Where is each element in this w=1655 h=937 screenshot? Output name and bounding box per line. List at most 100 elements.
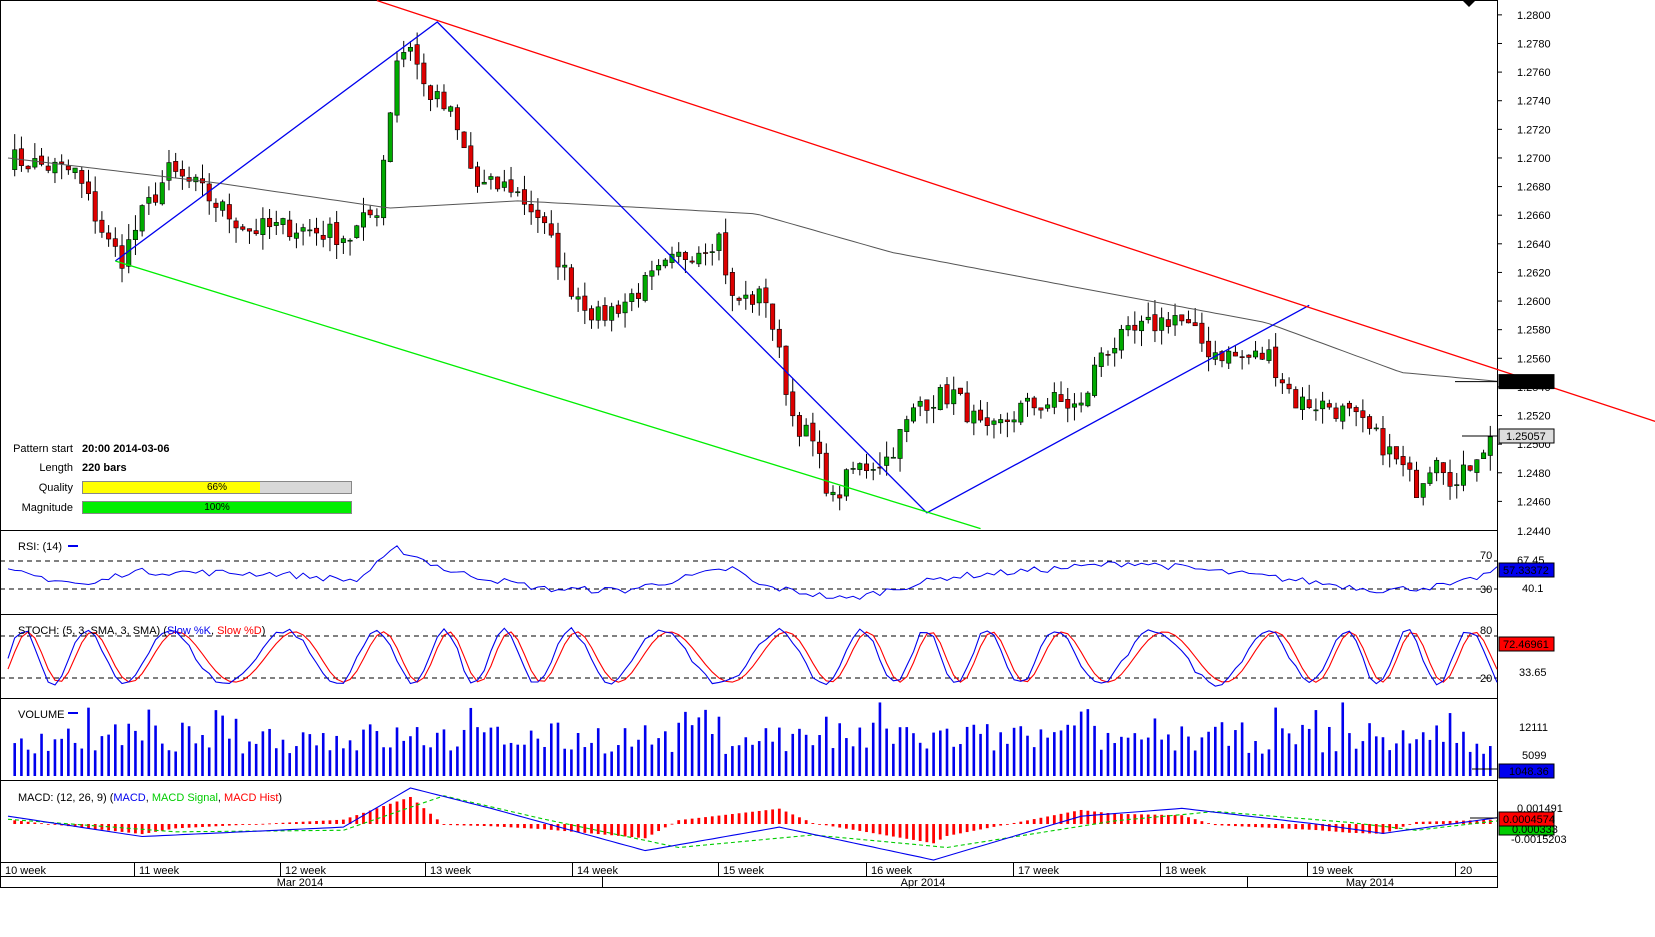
- candle: [273, 210, 279, 236]
- candle-body: [387, 112, 393, 162]
- candle: [562, 252, 568, 281]
- volume-bar: [402, 740, 406, 776]
- macd-hist-bar: [811, 823, 815, 824]
- volume-bar: [362, 729, 365, 776]
- candle-body: [904, 419, 910, 432]
- macd-hist-bar: [1274, 824, 1278, 829]
- volume-bar: [1435, 725, 1438, 776]
- macd-hist-bar: [476, 824, 479, 826]
- stoch-title: STOCH: (5, 3, SMA, 3, SMA) (Slow %K, Slo…: [18, 625, 265, 637]
- candle-body: [414, 44, 420, 65]
- candle: [1333, 402, 1339, 422]
- macd-hist-bar: [771, 809, 775, 824]
- macd-hist-bar: [13, 820, 17, 824]
- candle-body: [99, 219, 105, 233]
- stoch-d-line: [7, 631, 1498, 683]
- candle: [1031, 395, 1037, 416]
- volume-bar: [590, 742, 593, 776]
- macd-hist-bar: [523, 824, 526, 829]
- candle: [978, 400, 984, 423]
- price-tick-label: 1.2700: [1517, 153, 1551, 165]
- candle: [441, 84, 447, 111]
- volume-bar: [214, 710, 218, 776]
- candle-body: [421, 62, 427, 85]
- volume-bar: [1388, 750, 1391, 776]
- candle: [756, 285, 762, 316]
- macd-signal-label: 0.000333: [1512, 824, 1558, 836]
- volume-bar: [925, 748, 929, 776]
- candle-body: [381, 159, 387, 219]
- macd-hist-bar: [1099, 812, 1103, 824]
- candle: [200, 164, 206, 196]
- candle-body: [1165, 319, 1171, 327]
- volume-bar: [73, 742, 77, 776]
- candle-body: [1481, 452, 1487, 459]
- volume-bar: [67, 728, 70, 776]
- volume-bar: [905, 727, 909, 776]
- candle: [354, 224, 360, 239]
- volume-bar: [1187, 736, 1190, 776]
- volume-bar: [898, 727, 902, 776]
- volume-bar: [865, 747, 868, 776]
- quality-bar: 66%: [82, 481, 352, 494]
- candle-body: [1172, 315, 1178, 326]
- candle: [642, 272, 648, 303]
- macd-hist-bar: [1394, 824, 1398, 830]
- candle: [1212, 340, 1218, 366]
- candle-body: [1326, 403, 1332, 408]
- candle: [1159, 307, 1165, 345]
- candle-body: [1293, 389, 1299, 409]
- candle: [810, 412, 816, 457]
- macd-hist-bar: [999, 824, 1003, 826]
- magnitude-label: Magnitude: [21, 502, 73, 514]
- macd-hist-bar: [328, 820, 332, 824]
- volume-bar: [549, 723, 553, 776]
- candle-body: [1487, 436, 1493, 456]
- volume-bar: [610, 751, 613, 776]
- macd-hist-bar: [1200, 821, 1204, 824]
- candle-body: [589, 308, 595, 321]
- magnitude-bar-fill: [83, 502, 351, 513]
- candle-body: [703, 252, 709, 254]
- length-label: Length: [39, 462, 73, 474]
- macd-hist-bar: [1012, 822, 1016, 824]
- candle: [468, 132, 474, 170]
- macd-hist-bar: [798, 817, 801, 824]
- macd-hist-bar: [570, 824, 573, 832]
- macd-hist-bar: [1187, 817, 1190, 824]
- macd-hist-bar: [543, 824, 546, 830]
- volume-bar: [959, 744, 962, 776]
- candle: [1273, 333, 1279, 387]
- volume-bar: [147, 709, 151, 776]
- week-label: 14 week: [577, 865, 618, 877]
- rsi-line: [7, 545, 1498, 600]
- candle: [347, 238, 353, 256]
- candle: [59, 154, 65, 180]
- candle-body: [293, 232, 299, 239]
- candle: [964, 381, 970, 424]
- candle: [159, 170, 165, 206]
- volume-bar: [315, 745, 318, 776]
- candle-body: [347, 239, 353, 242]
- macd-title: MACD: (12, 26, 9) (MACD, MACD Signal, MA…: [18, 792, 282, 804]
- candle: [1346, 400, 1352, 417]
- stoch-current-box: [1498, 636, 1555, 652]
- volume-bar: [1462, 731, 1465, 776]
- quality-label: Quality: [38, 482, 73, 494]
- volume-bar: [60, 738, 63, 776]
- macd-hist-bar: [368, 810, 372, 824]
- macd-hist-bar: [1415, 821, 1418, 824]
- volume-bar: [254, 743, 258, 776]
- candle: [1011, 411, 1017, 433]
- candle-body: [52, 161, 58, 174]
- candle: [1192, 307, 1198, 327]
- candle-body: [568, 267, 574, 297]
- volume-bar: [1079, 711, 1083, 776]
- volume-bar: [643, 725, 647, 776]
- candle: [656, 259, 662, 276]
- volume-bar: [194, 743, 198, 776]
- price-tick-label: 1.2620: [1517, 267, 1551, 279]
- macd-hist-bar: [274, 823, 278, 824]
- candle-body: [709, 251, 715, 253]
- candle: [1293, 386, 1299, 409]
